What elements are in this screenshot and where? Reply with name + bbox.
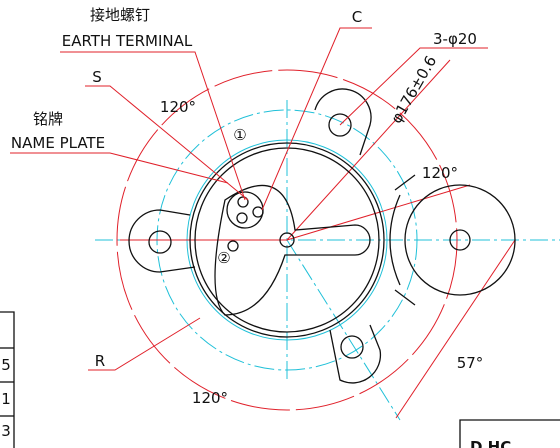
body: 接地螺钉 EARTH TERMINAL C 3-φ20 S 120° 铭牌 NA… bbox=[0, 0, 560, 448]
s-label: S bbox=[92, 68, 102, 86]
side-table: 5 1 3 bbox=[0, 312, 14, 448]
line-art bbox=[237, 213, 247, 223]
line-art bbox=[253, 207, 263, 217]
holes-label: 3-φ20 bbox=[433, 30, 477, 48]
line-art bbox=[341, 336, 363, 358]
line-art bbox=[60, 52, 245, 200]
mark-2: ② bbox=[217, 249, 230, 267]
c-label: C bbox=[352, 8, 362, 26]
line-art bbox=[149, 231, 171, 253]
line-art bbox=[129, 210, 195, 272]
angle-57: 57° bbox=[457, 354, 484, 372]
plate-en: NAME PLATE bbox=[11, 134, 105, 152]
angle-right: 120° bbox=[422, 164, 458, 182]
angle-top: 120° bbox=[160, 98, 196, 116]
diameter-label: φ176±0.6 bbox=[387, 53, 440, 127]
plate-cn: 铭牌 bbox=[33, 110, 63, 128]
line-art bbox=[10, 153, 228, 183]
mark-1: ① bbox=[233, 126, 246, 144]
r-label: R bbox=[95, 352, 105, 370]
table-cell: 1 bbox=[1, 390, 11, 408]
line-art bbox=[262, 28, 372, 210]
drawing: 接地螺钉 EARTH TERMINAL C 3-φ20 S 120° 铭牌 NA… bbox=[0, 0, 560, 448]
table-cell: 3 bbox=[1, 422, 11, 440]
line-art bbox=[287, 60, 450, 240]
earth-cn: 接地螺钉 bbox=[90, 6, 150, 24]
table-cell: 5 bbox=[1, 356, 11, 374]
centerlines bbox=[95, 100, 560, 420]
earth-en: EARTH TERMINAL bbox=[62, 32, 193, 50]
title-block-text: D HC bbox=[470, 438, 511, 448]
title-block: D HC bbox=[460, 420, 560, 448]
line-art bbox=[330, 325, 380, 383]
page: {"labels": {"earth_cn": "接地螺钉", "earth_e… bbox=[0, 0, 560, 448]
angle-bottom: 120° bbox=[192, 389, 228, 407]
